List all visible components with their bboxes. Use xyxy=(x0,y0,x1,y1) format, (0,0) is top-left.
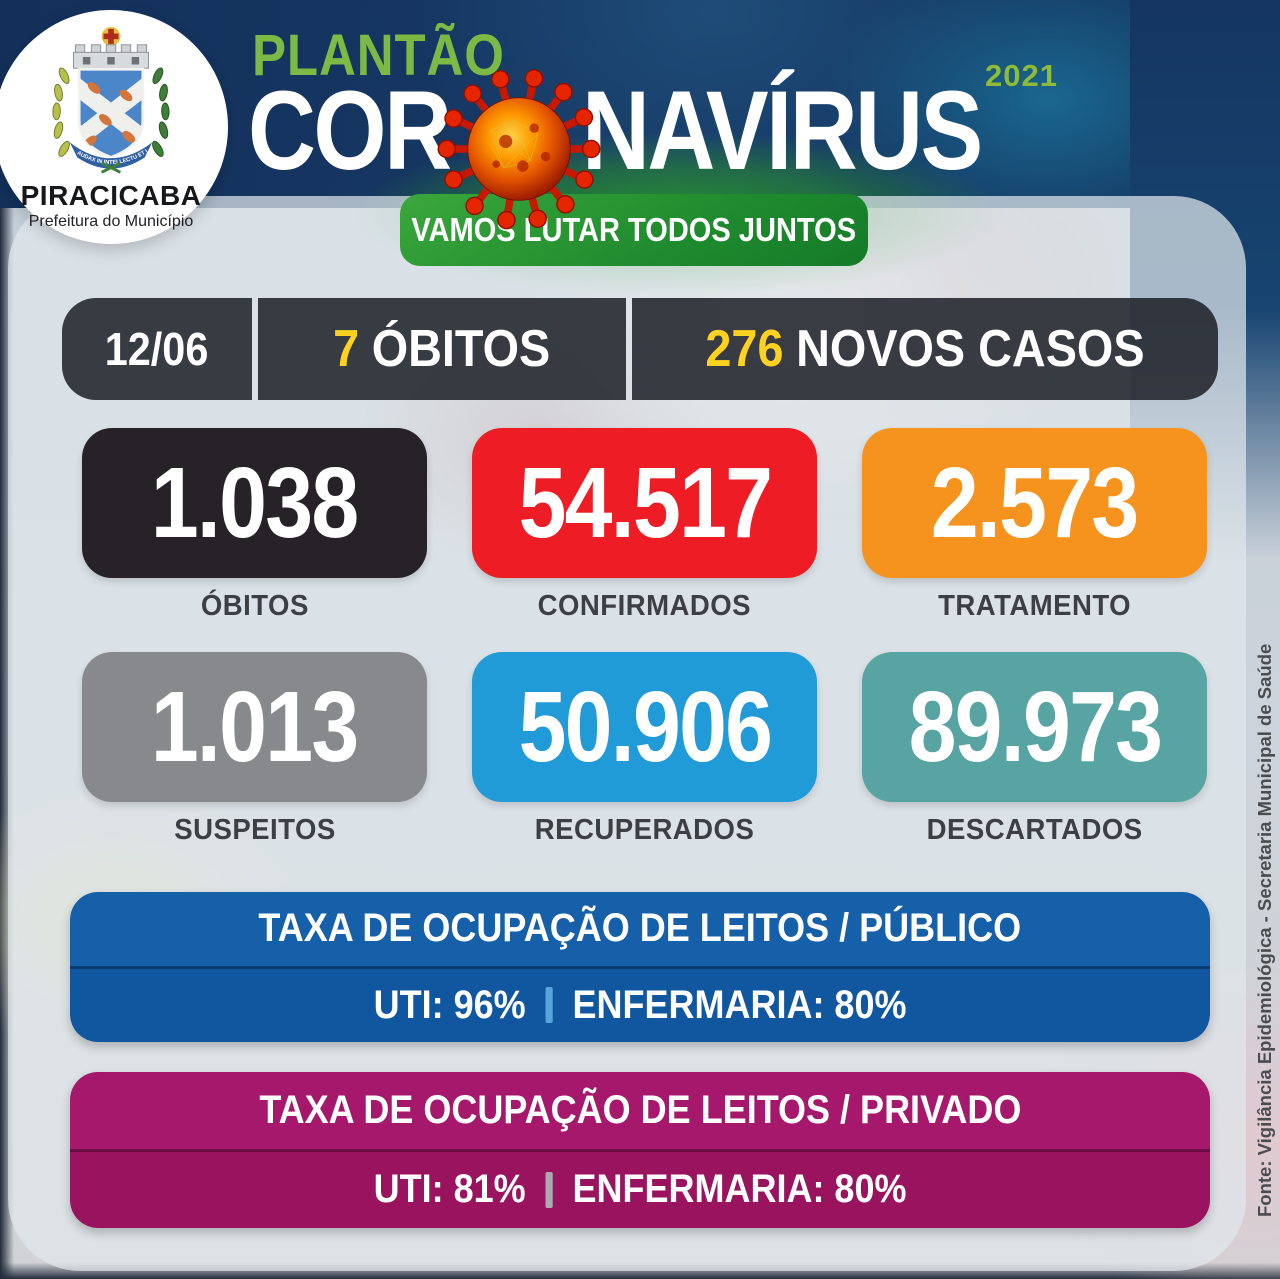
stat-label: TRATAMENTO xyxy=(938,590,1131,622)
stat-card-descartados: 89.973 DESCARTADOS xyxy=(862,652,1207,848)
public-beds-rates-row: UTI: 96% ENFERMARIA: 80% xyxy=(70,969,1210,1043)
private-ward-rate: ENFERMARIA: 80% xyxy=(572,1167,907,1212)
banner-divider xyxy=(70,965,1210,969)
laurel-left xyxy=(52,67,70,157)
public-beds-banner: TAXA DE OCUPAÇÃO DE LEITOS / PÚBLICO UTI… xyxy=(70,892,1210,1042)
stat-value: 2.573 xyxy=(931,446,1139,559)
new-cases-value: 276 xyxy=(705,320,784,378)
public-beds-title: TAXA DE OCUPAÇÃO DE LEITOS / PÚBLICO xyxy=(258,906,1022,951)
coronavirus-icon xyxy=(437,67,601,231)
daily-deaths-label: ÓBITOS xyxy=(372,320,551,378)
stat-card-recuperados: 50.906 RECUPERADOS xyxy=(472,652,817,848)
banner-divider xyxy=(70,1148,1210,1152)
stat-value-box: 1.013 xyxy=(82,652,427,802)
private-uti-rate: UTI: 81% xyxy=(373,1167,526,1212)
private-beds-title: TAXA DE OCUPAÇÃO DE LEITOS / PRIVADO xyxy=(258,1087,1022,1132)
stat-value: 1.013 xyxy=(151,670,359,783)
laurel-right xyxy=(152,67,170,157)
public-ward-rate: ENFERMARIA: 80% xyxy=(572,982,907,1027)
new-cases-segment: 276 NOVOS CASOS xyxy=(632,298,1218,400)
stat-value-box: 2.573 xyxy=(862,428,1207,578)
private-beds-title-row: TAXA DE OCUPAÇÃO DE LEITOS / PRIVADO xyxy=(70,1072,1210,1149)
stat-value-box: 54.517 xyxy=(472,428,817,578)
rate-separator-bar xyxy=(545,987,553,1024)
stat-value: 50.906 xyxy=(518,670,772,783)
stat-label: RECUPERADOS xyxy=(534,814,755,846)
public-beds-title-row: TAXA DE OCUPAÇÃO DE LEITOS / PÚBLICO xyxy=(70,892,1210,966)
stat-value-box: 50.906 xyxy=(472,652,817,802)
title-part-left: COR xyxy=(248,68,452,193)
date-segment: 12/06 xyxy=(62,298,252,400)
slogan-text: VAMOS LUTAR TODOS JUNTOS xyxy=(411,211,857,248)
stat-card-obitos: 1.038 ÓBITOS xyxy=(82,428,427,624)
daily-deaths-value: 7 xyxy=(333,320,360,378)
rate-separator-bar xyxy=(545,1171,553,1208)
city-logo: AUDAX IN INTELLECTU ET IN LABORE PIRACIC… xyxy=(0,10,228,244)
coat-of-arms-icon: AUDAX IN INTELLECTU ET IN LABORE xyxy=(36,22,170,174)
daily-deaths-segment: 7 ÓBITOS xyxy=(258,298,626,400)
stat-cards-grid: 1.038 ÓBITOS 54.517 CONFIRMADOS 2.573 TR… xyxy=(82,428,1207,848)
title-part-right: NAVÍRUS xyxy=(582,68,983,193)
kicker-plantao: PLANTÃO xyxy=(252,23,505,88)
stat-label: SUSPEITOS xyxy=(173,814,336,846)
stat-value: 54.517 xyxy=(518,446,772,559)
stat-value: 89.973 xyxy=(908,670,1162,783)
public-uti-rate: UTI: 96% xyxy=(373,982,526,1027)
private-beds-banner: TAXA DE OCUPAÇÃO DE LEITOS / PRIVADO UTI… xyxy=(70,1072,1210,1228)
source-credit: Fonte: Vigilância Epidemiológica - Secre… xyxy=(1254,643,1275,1217)
stat-card-confirmados: 54.517 CONFIRMADOS xyxy=(472,428,817,624)
stat-label: CONFIRMADOS xyxy=(537,590,752,622)
logo-city-name: PIRACICABA xyxy=(20,180,202,211)
year-badge: 2021 xyxy=(985,58,1058,93)
stat-label: DESCARTADOS xyxy=(926,814,1143,846)
new-cases-label: NOVOS CASOS xyxy=(796,320,1145,378)
report-date: 12/06 xyxy=(105,323,209,375)
stat-card-suspeitos: 1.013 SUSPEITOS xyxy=(82,652,427,848)
stat-card-tratamento: 2.573 TRATAMENTO xyxy=(862,428,1207,624)
stat-label: ÓBITOS xyxy=(200,590,309,622)
status-bar: 12/06 7 ÓBITOS 276 NOVOS CASOS xyxy=(62,298,1218,400)
logo-subtitle: Prefeitura do Município xyxy=(28,213,194,230)
stat-value: 1.038 xyxy=(151,446,359,559)
private-beds-rates-row: UTI: 81% ENFERMARIA: 80% xyxy=(70,1152,1210,1229)
stat-value-box: 89.973 xyxy=(862,652,1207,802)
stat-value-box: 1.038 xyxy=(82,428,427,578)
